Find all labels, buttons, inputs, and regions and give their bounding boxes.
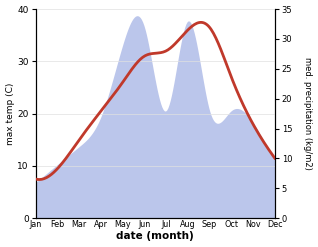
Y-axis label: max temp (C): max temp (C): [5, 82, 15, 145]
Y-axis label: med. precipitation (kg/m2): med. precipitation (kg/m2): [303, 57, 313, 170]
X-axis label: date (month): date (month): [116, 231, 194, 242]
